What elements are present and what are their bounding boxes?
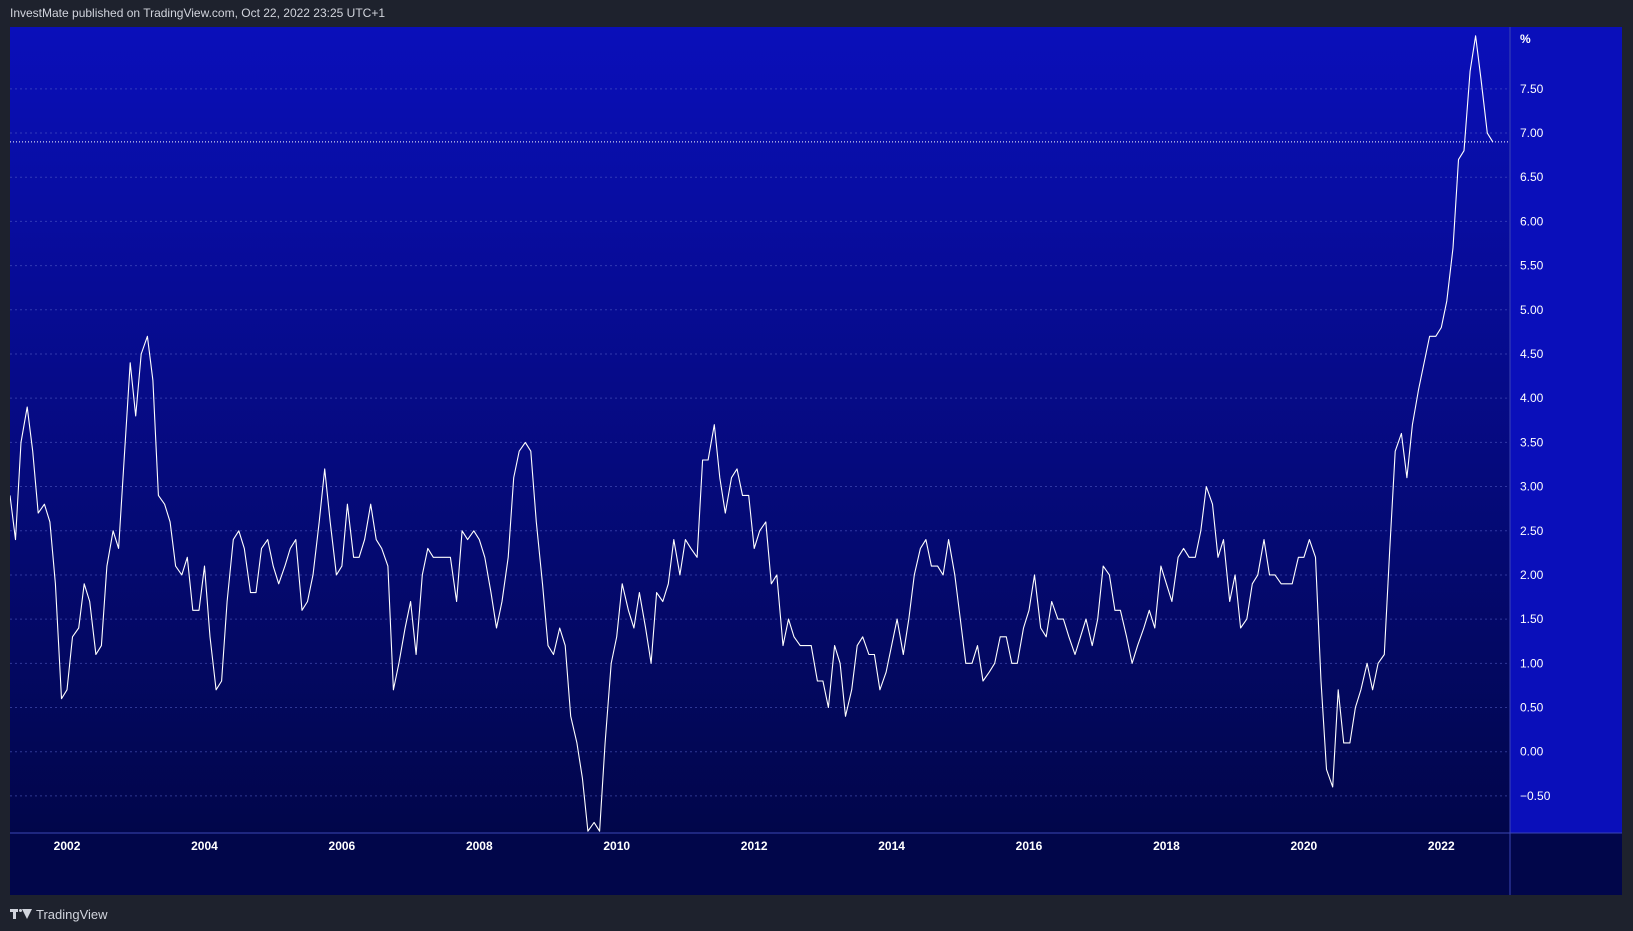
x-tick-label: 2014 (878, 839, 905, 853)
y-tick-label: 1.50 (1520, 612, 1544, 626)
y-tick-label: 7.50 (1520, 82, 1544, 96)
y-tick-label: 3.00 (1520, 480, 1544, 494)
x-tick-label: 2016 (1016, 839, 1043, 853)
y-tick-label: 7.00 (1520, 126, 1544, 140)
x-tick-label: 2020 (1291, 839, 1318, 853)
x-tick-label: 2012 (741, 839, 768, 853)
tradingview-logo-icon (10, 908, 32, 920)
unit-label: % (1520, 32, 1531, 46)
chart[interactable]: −0.50 0.00 0.50 1.00 1.50 2.00 2.50 3.00 3.50 4.0… (10, 27, 1622, 895)
y-tick-label: 5.00 (1520, 303, 1544, 317)
y-tick-label: 1.00 (1520, 656, 1544, 670)
series-line (10, 35, 1494, 832)
y-axis: −0.50 0.00 0.50 1.00 1.50 2.00 2.50 3.00 3.50 4.0… (1520, 82, 1551, 803)
y-tick-label: 0.50 (1520, 701, 1544, 715)
y-tick-label: 4.50 (1520, 347, 1544, 361)
grid-lines (10, 27, 1622, 895)
x-tick-label: 2018 (1153, 839, 1180, 853)
y-tick-label: 4.00 (1520, 391, 1544, 405)
x-tick-label: 2004 (191, 839, 218, 853)
y-tick-label: 2.50 (1520, 524, 1544, 538)
publisher-caption: InvestMate published on TradingView.com,… (10, 6, 385, 20)
price-scale-area[interactable] (1510, 27, 1622, 833)
y-tick-label: 0.00 (1520, 745, 1544, 759)
y-tick-label: 6.50 (1520, 170, 1544, 184)
x-axis: 2002 2004 2006 2008 2010 2012 2014 2016 2018 2020… (54, 839, 1455, 853)
x-tick-label: 2022 (1428, 839, 1455, 853)
brand-label: TradingView (36, 906, 108, 922)
y-tick-label: −0.50 (1520, 789, 1551, 803)
time-scale-area[interactable] (10, 833, 1622, 895)
y-tick-label: 6.00 (1520, 214, 1544, 228)
chart-frame: −0.50 0.00 0.50 1.00 1.50 2.00 2.50 3.00 3.50 4.0… (10, 27, 1622, 895)
plot-area[interactable] (10, 27, 1510, 833)
footer: TradingView (10, 904, 108, 924)
x-tick-label: 2010 (603, 839, 630, 853)
y-tick-label: 3.50 (1520, 435, 1544, 449)
x-tick-label: 2008 (466, 839, 493, 853)
x-tick-label: 2002 (54, 839, 81, 853)
series-layer (10, 35, 1494, 832)
publisher-text: InvestMate published on TradingView.com,… (10, 6, 385, 20)
y-tick-label: 2.00 (1520, 568, 1544, 582)
y-tick-label: 5.50 (1520, 259, 1544, 273)
x-tick-label: 2006 (329, 839, 356, 853)
